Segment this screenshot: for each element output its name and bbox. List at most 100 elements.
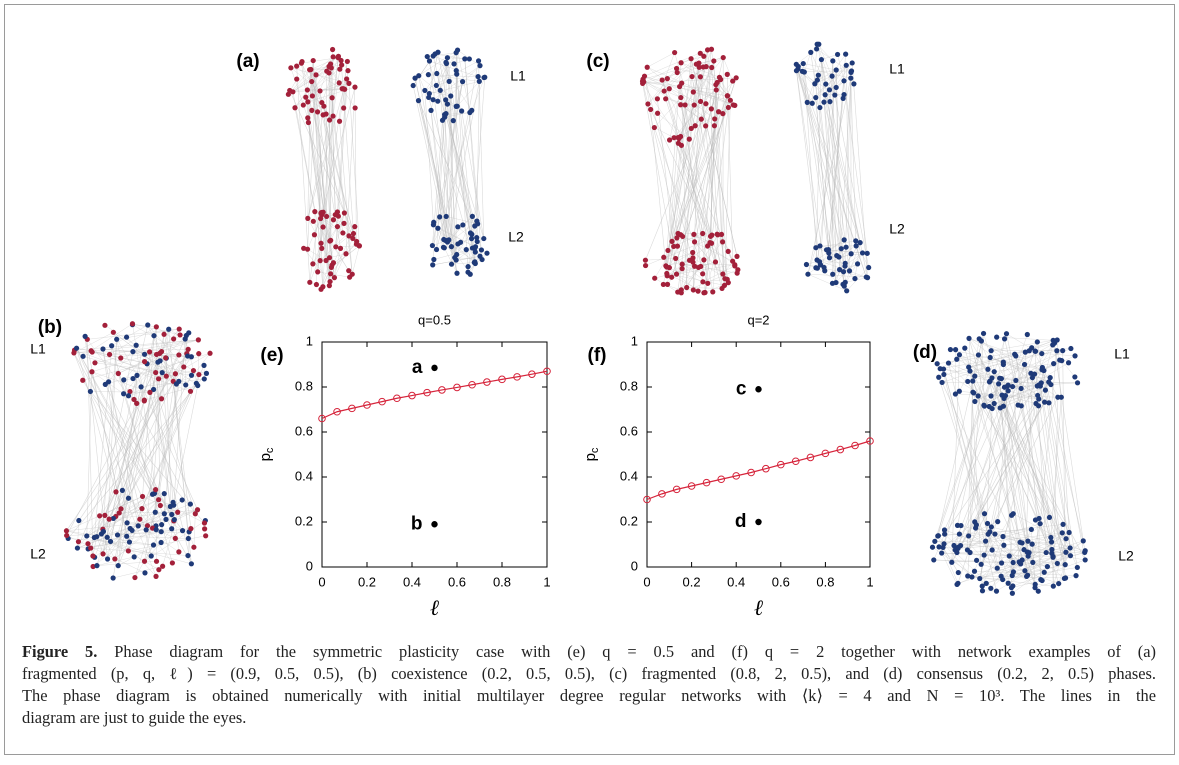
node [1048, 375, 1053, 380]
phase-point [755, 386, 761, 392]
node [105, 556, 110, 561]
node [726, 249, 731, 254]
node [704, 64, 709, 69]
plot-frame [647, 342, 870, 567]
node [990, 547, 995, 552]
node [455, 224, 460, 229]
node [176, 549, 181, 554]
node [153, 574, 158, 579]
y-axis-label-main: p [257, 453, 274, 461]
node [430, 262, 435, 267]
node [709, 47, 714, 52]
node [163, 355, 168, 360]
node [941, 372, 946, 377]
node [134, 401, 139, 406]
node [949, 560, 954, 565]
node [353, 105, 358, 110]
node [988, 393, 993, 398]
node [691, 89, 696, 94]
node [154, 324, 159, 329]
x-tick-label: 0.2 [683, 574, 701, 589]
node [177, 332, 182, 337]
node [92, 360, 97, 365]
node [477, 63, 482, 68]
node [1027, 348, 1032, 353]
node [114, 337, 119, 342]
node [813, 265, 818, 270]
intralayer-link [934, 560, 1002, 563]
node [1046, 400, 1051, 405]
node [692, 264, 697, 269]
layer-label: L2 [1118, 548, 1134, 564]
node [853, 238, 858, 243]
node [83, 334, 88, 339]
interlayer-link [651, 109, 666, 265]
node [1060, 348, 1065, 353]
node [174, 381, 179, 386]
node [161, 332, 166, 337]
node [866, 265, 871, 270]
node [333, 244, 338, 249]
node [101, 529, 106, 534]
node [700, 279, 705, 284]
phase-point-label: a [412, 357, 423, 378]
node [982, 403, 987, 408]
node [80, 378, 85, 383]
node [336, 54, 341, 59]
node [678, 102, 683, 107]
node [844, 245, 849, 250]
node [823, 81, 828, 86]
node [1033, 517, 1038, 522]
node [467, 56, 472, 61]
node [1054, 348, 1059, 353]
node [972, 399, 977, 404]
node [996, 381, 1001, 386]
node [442, 245, 447, 250]
node [321, 112, 326, 117]
node [294, 76, 299, 81]
node [312, 209, 317, 214]
y-tick-label: 0.4 [620, 468, 638, 483]
node [725, 72, 730, 77]
node [313, 72, 318, 77]
node [111, 330, 116, 335]
node [865, 251, 870, 256]
node [708, 234, 713, 239]
node [1025, 332, 1030, 337]
node [731, 102, 736, 107]
node [966, 336, 971, 341]
node [168, 504, 173, 509]
node [451, 61, 456, 66]
node [660, 77, 665, 82]
node [88, 545, 93, 550]
node [470, 214, 475, 219]
node [1056, 581, 1061, 586]
node [88, 389, 93, 394]
intralayer-link [645, 258, 675, 260]
node [813, 95, 818, 100]
node [425, 54, 430, 59]
node [472, 246, 477, 251]
node [112, 556, 117, 561]
node [995, 566, 1000, 571]
node [1063, 550, 1068, 555]
node [698, 74, 703, 79]
node [116, 563, 121, 568]
node [690, 255, 695, 260]
node [1039, 351, 1044, 356]
node [144, 527, 149, 532]
node [661, 255, 666, 260]
node [1059, 395, 1064, 400]
node [472, 223, 477, 228]
x-tick-label: 0.4 [403, 574, 421, 589]
node [151, 333, 156, 338]
node [186, 330, 191, 335]
node [1010, 573, 1015, 578]
node [113, 489, 118, 494]
node [299, 59, 304, 64]
node [1029, 527, 1034, 532]
x-axis-label: ℓ [754, 595, 764, 620]
node [162, 491, 167, 496]
node [454, 271, 459, 276]
